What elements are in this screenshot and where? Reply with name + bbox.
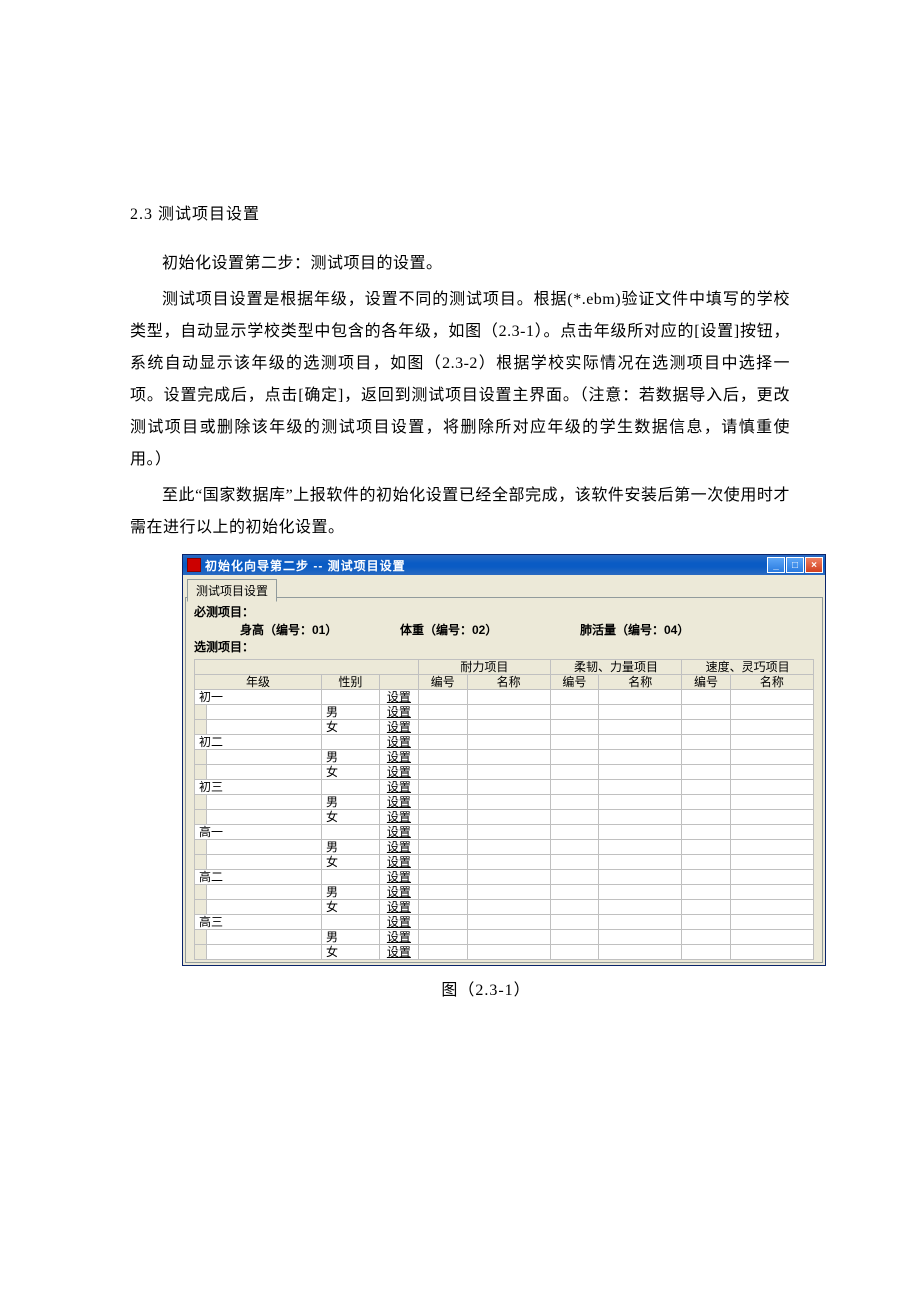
- grade-cell: 初二: [195, 735, 322, 750]
- grade-sub-cell: [206, 750, 321, 765]
- set-button[interactable]: 设置: [379, 810, 418, 825]
- gender-cell-empty: [322, 690, 380, 705]
- col-header-name-3: 名称: [730, 675, 813, 690]
- paragraph-1: 初始化设置第二步：测试项目的设置。: [130, 248, 790, 280]
- optional-items-label: 选测项目：: [194, 639, 814, 655]
- indent-cell: [195, 795, 207, 810]
- indent-cell: [195, 705, 207, 720]
- gender-cell-male: 男: [322, 885, 380, 900]
- grade-sub-cell: [206, 810, 321, 825]
- required-items-label: 必测项目：: [194, 604, 814, 620]
- gender-cell-female: 女: [322, 720, 380, 735]
- indent-cell: [195, 840, 207, 855]
- indent-cell: [195, 945, 207, 960]
- grade-cell: 高三: [195, 915, 322, 930]
- window-titlebar: 初始化向导第二步 -- 测试项目设置 _ □ ×: [183, 555, 825, 575]
- set-button[interactable]: 设置: [379, 720, 418, 735]
- gender-cell-female: 女: [322, 855, 380, 870]
- req-item-weight: 体重（编号：02）: [400, 621, 580, 638]
- set-button[interactable]: 设置: [379, 885, 418, 900]
- figure-caption: 图（2.3-1）: [182, 976, 790, 1000]
- set-button[interactable]: 设置: [379, 840, 418, 855]
- gender-cell-male: 男: [322, 930, 380, 945]
- grade-sub-cell: [206, 885, 321, 900]
- grade-sub-cell: [206, 795, 321, 810]
- grade-sub-cell: [206, 720, 321, 735]
- gender-cell-empty: [322, 780, 380, 795]
- col-header-num-3: 编号: [682, 675, 730, 690]
- set-button[interactable]: 设置: [379, 780, 418, 795]
- grade-sub-cell: [206, 855, 321, 870]
- req-item-lung: 肺活量（编号：04）: [580, 621, 689, 638]
- section-heading: 2.3 测试项目设置: [130, 200, 790, 224]
- group-header-endurance: 耐力项目: [419, 660, 551, 675]
- col-header-grade: 年级: [195, 675, 322, 690]
- set-button[interactable]: 设置: [379, 825, 418, 840]
- grade-sub-cell: [206, 900, 321, 915]
- set-button[interactable]: 设置: [379, 870, 418, 885]
- grade-sub-cell: [206, 930, 321, 945]
- col-header-set: [379, 675, 418, 690]
- gender-cell-male: 男: [322, 750, 380, 765]
- paragraph-2: 测试项目设置是根据年级，设置不同的测试项目。根据(*.ebm)验证文件中填写的学…: [130, 284, 790, 476]
- indent-cell: [195, 885, 207, 900]
- grade-sub-cell: [206, 765, 321, 780]
- set-button[interactable]: 设置: [379, 795, 418, 810]
- indent-cell: [195, 810, 207, 825]
- set-button[interactable]: 设置: [379, 915, 418, 930]
- set-button[interactable]: 设置: [379, 855, 418, 870]
- tab-test-item-settings[interactable]: 测试项目设置: [187, 579, 277, 602]
- col-header-gender: 性别: [322, 675, 380, 690]
- group-header-speed: 速度、灵巧项目: [682, 660, 814, 675]
- col-header-num-2: 编号: [550, 675, 598, 690]
- gender-cell-male: 男: [322, 705, 380, 720]
- paragraph-3: 至此“国家数据库”上报软件的初始化设置已经全部完成，该软件安装后第一次使用时才需…: [130, 480, 790, 544]
- set-button[interactable]: 设置: [379, 690, 418, 705]
- gender-cell-female: 女: [322, 945, 380, 960]
- close-button[interactable]: ×: [805, 557, 823, 573]
- indent-cell: [195, 855, 207, 870]
- set-button[interactable]: 设置: [379, 750, 418, 765]
- gender-cell-empty: [322, 825, 380, 840]
- req-item-height: 身高（编号：01）: [240, 621, 400, 638]
- set-button[interactable]: 设置: [379, 765, 418, 780]
- set-button[interactable]: 设置: [379, 735, 418, 750]
- grade-cell: 高一: [195, 825, 322, 840]
- set-button[interactable]: 设置: [379, 900, 418, 915]
- app-window: 初始化向导第二步 -- 测试项目设置 _ □ × 测试项目设置 必测项目： 身高…: [182, 554, 826, 966]
- grade-sub-cell: [206, 840, 321, 855]
- grade-cell: 初三: [195, 780, 322, 795]
- minimize-button[interactable]: _: [767, 557, 785, 573]
- set-button[interactable]: 设置: [379, 930, 418, 945]
- gender-cell-male: 男: [322, 840, 380, 855]
- app-icon: [187, 558, 201, 572]
- maximize-button[interactable]: □: [786, 557, 804, 573]
- gender-cell-female: 女: [322, 810, 380, 825]
- set-button[interactable]: 设置: [379, 945, 418, 960]
- gender-cell-empty: [322, 870, 380, 885]
- gender-cell-empty: [322, 915, 380, 930]
- col-header-num-1: 编号: [419, 675, 467, 690]
- group-header-flex: 柔韧、力量项目: [550, 660, 682, 675]
- col-header-name-2: 名称: [599, 675, 682, 690]
- gender-cell-female: 女: [322, 900, 380, 915]
- grade-cell: 初一: [195, 690, 322, 705]
- indent-cell: [195, 900, 207, 915]
- gender-cell-male: 男: [322, 795, 380, 810]
- grade-cell: 高二: [195, 870, 322, 885]
- screenshot-figure: 初始化向导第二步 -- 测试项目设置 _ □ × 测试项目设置 必测项目： 身高…: [182, 554, 790, 1000]
- required-items-list: 身高（编号：01） 体重（编号：02） 肺活量（编号：04）: [194, 620, 814, 639]
- gender-cell-empty: [322, 735, 380, 750]
- indent-cell: [195, 765, 207, 780]
- indent-cell: [195, 930, 207, 945]
- settings-table: 耐力项目 柔韧、力量项目 速度、灵巧项目 年级 性别 编号 名称: [194, 659, 814, 960]
- set-button[interactable]: 设置: [379, 705, 418, 720]
- grade-sub-cell: [206, 945, 321, 960]
- grade-sub-cell: [206, 705, 321, 720]
- window-title: 初始化向导第二步 -- 测试项目设置: [205, 557, 767, 574]
- col-header-name-1: 名称: [467, 675, 550, 690]
- indent-cell: [195, 720, 207, 735]
- indent-cell: [195, 750, 207, 765]
- gender-cell-female: 女: [322, 765, 380, 780]
